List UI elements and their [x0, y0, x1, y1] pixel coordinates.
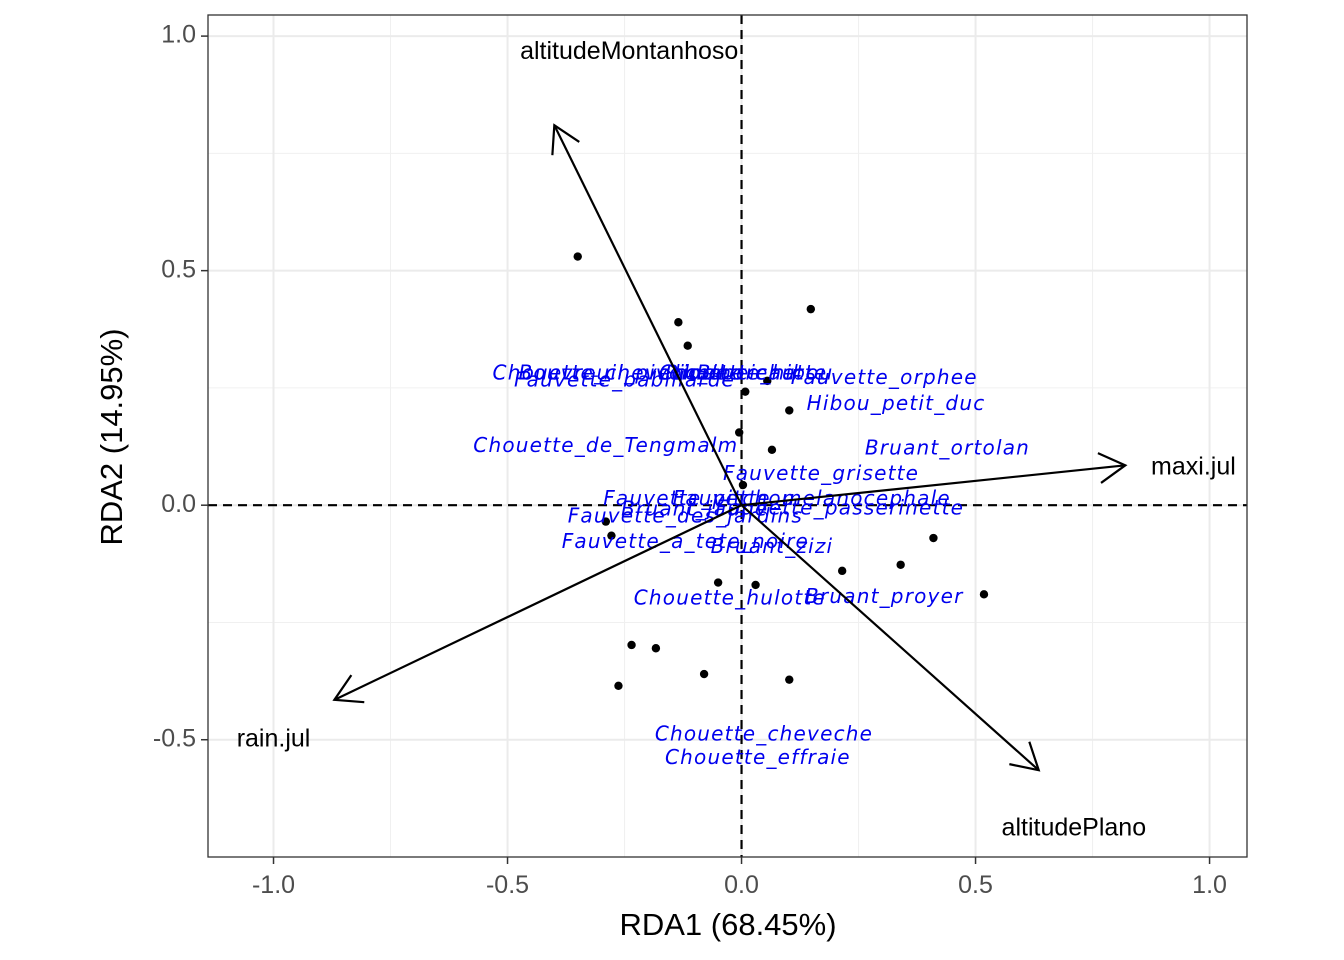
y-axis: -0.5 0.0 0.5 1.0: [153, 21, 208, 752]
biplot-arrowhead: [1097, 452, 1128, 484]
y-tick-label: -0.5: [153, 724, 196, 752]
species-label: Hibou_petit_duc: [807, 391, 986, 415]
species-label: Bruant_zizi: [711, 534, 834, 558]
grid-minor: [208, 15, 1247, 857]
y-axis-title: RDA2 (14.95%): [94, 328, 129, 545]
x-tick-label: -1.0: [252, 871, 295, 899]
site-point: [699, 669, 709, 679]
biplot-arrowhead: [551, 123, 580, 156]
species-labels: Chouette_chevechetteBouvreuil_pivoineBih…: [473, 360, 1030, 769]
y-tick-label: 0.5: [161, 255, 196, 283]
x-tick-label: 0.5: [958, 871, 993, 899]
biplot-label: maxi.jul: [1151, 452, 1236, 480]
x-tick-label: 1.0: [1192, 871, 1227, 899]
y-tick-label: 0.0: [161, 490, 196, 518]
site-point: [735, 428, 744, 437]
x-axis: -1.0 -0.5 0.0 0.5 1.0: [252, 857, 1227, 899]
biplot-arrow: [741, 464, 1126, 507]
biplot-arrows: [332, 123, 1128, 772]
site-point: [806, 304, 816, 314]
species-label: Fauvette_babillarde: [514, 367, 735, 391]
species-label: Bruant_jaune: [621, 496, 768, 520]
site-point: [979, 590, 989, 599]
reference-lines: [208, 15, 1247, 857]
site-point: [627, 640, 636, 650]
site-points: [573, 252, 989, 690]
species-label: Fauvette_pitchou: [603, 486, 795, 510]
species-label: Chouette_hibou: [659, 360, 834, 384]
panel-border: [207, 14, 1248, 858]
species-label: Chouette_cheveche: [655, 722, 873, 746]
biplot-arrow: [333, 504, 743, 701]
species-label: Fauvette_des_jardins: [568, 503, 803, 527]
site-point: [573, 252, 582, 261]
biplot-label: altitudePlano: [1002, 813, 1147, 841]
species-label: Chouette_chevechette: [493, 360, 743, 384]
site-point: [763, 376, 772, 386]
species-label: Pic_epeichette: [665, 360, 827, 384]
site-point: [785, 675, 794, 684]
species-label: Chouette_effraie: [665, 745, 851, 769]
biplot-arrowhead: [332, 674, 365, 704]
species-label: Chouette_hulotte: [634, 586, 826, 610]
site-point: [837, 566, 847, 576]
site-point: [929, 533, 938, 543]
species-label: Fauvette_orphee: [791, 365, 978, 389]
site-point: [674, 318, 683, 327]
species-label: Bouvreuil_pivoine: [518, 360, 716, 384]
y-tick-label: 1.0: [161, 21, 196, 49]
site-point: [683, 341, 692, 350]
site-point: [751, 580, 760, 590]
site-point: [741, 387, 750, 396]
site-point: [651, 644, 661, 653]
biplot-labels: altitudeMontanhoso maxi.jul rain.jul altitu…: [237, 37, 1236, 841]
species-label: Chouette_de_Tengmalm: [473, 433, 738, 457]
biplot-arrow: [553, 124, 743, 506]
x-axis-title: RDA1 (68.45%): [619, 907, 836, 942]
species-label: Bruant_ortolan: [865, 435, 1030, 459]
site-point: [785, 406, 794, 415]
biplot-arrowhead: [1009, 741, 1041, 772]
site-point: [614, 681, 623, 690]
biplot-label: altitudeMontanhoso: [520, 37, 738, 65]
x-tick-label: 0.0: [724, 871, 759, 899]
biplot-label: rain.jul: [237, 724, 311, 752]
species-label: Bruant_proyer: [805, 584, 964, 608]
species-label: Fauvette_grisette: [723, 461, 919, 485]
x-tick-label: -0.5: [486, 871, 529, 899]
biplot-arrow: [740, 504, 1040, 772]
panel-background: [208, 15, 1247, 857]
site-point: [607, 531, 616, 540]
site-point: [767, 445, 777, 455]
site-point: [713, 578, 723, 587]
site-point: [601, 517, 611, 526]
species-label: Bihoreau: [697, 360, 796, 384]
site-point: [738, 480, 748, 490]
site-point: [896, 560, 905, 569]
